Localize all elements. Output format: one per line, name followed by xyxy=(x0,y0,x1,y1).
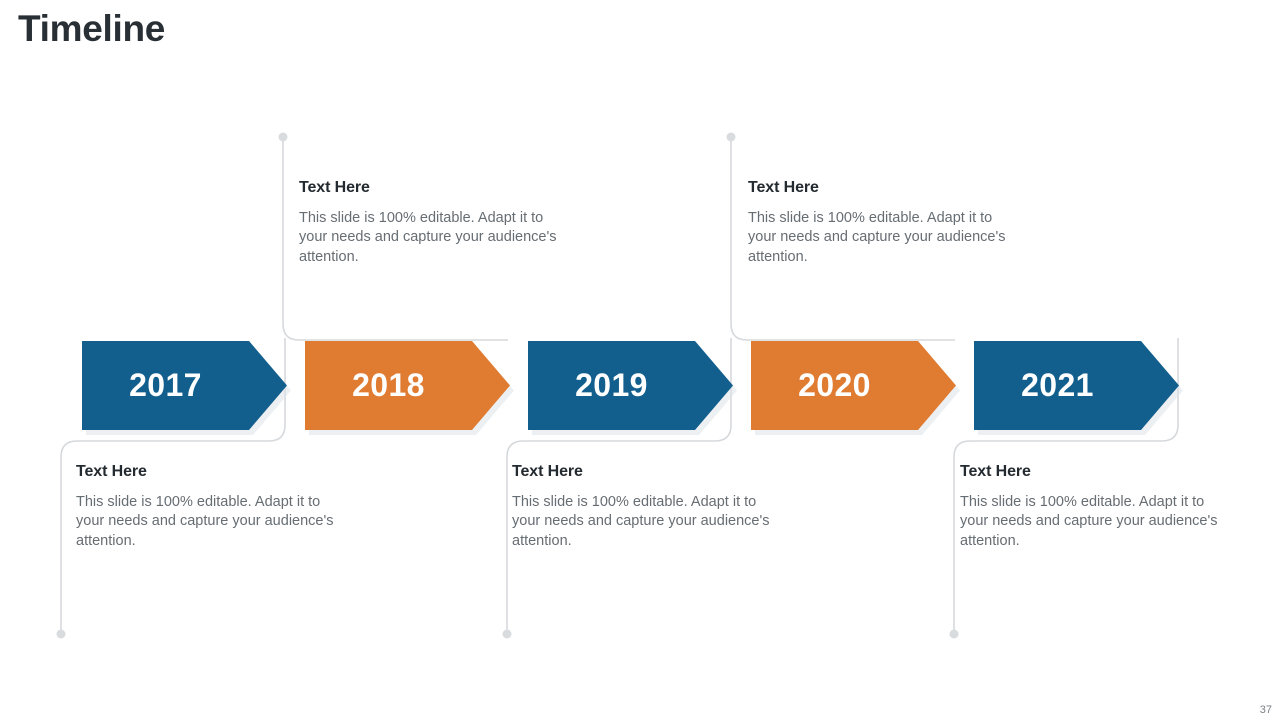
arrow-year-2018: 2018 xyxy=(352,367,425,403)
milestone-text-2017: Text Here This slide is 100% editable. A… xyxy=(76,463,338,552)
milestone-body-2019: This slide is 100% editable. Adapt it to… xyxy=(512,493,770,550)
arrow-body-2018 xyxy=(305,341,510,430)
milestone-title-2020: Text Here xyxy=(748,179,819,196)
milestone-body-2021: This slide is 100% editable. Adapt it to… xyxy=(960,493,1218,550)
arrow-body-2020 xyxy=(751,341,956,430)
connector-dot-2020 xyxy=(726,132,736,142)
connector-dot-2021 xyxy=(949,629,959,639)
timeline-arrow-2019[interactable]: 2019 xyxy=(528,341,733,430)
connector-dot-2017 xyxy=(56,629,66,639)
arrow-year-2021: 2021 xyxy=(1021,367,1094,403)
milestone-body-2017: This slide is 100% editable. Adapt it to… xyxy=(76,493,334,550)
connector-dot-2019 xyxy=(502,629,512,639)
milestone-body-2018: This slide is 100% editable. Adapt it to… xyxy=(299,209,557,266)
milestone-title-2019: Text Here xyxy=(512,463,583,480)
milestone-body-2020: This slide is 100% editable. Adapt it to… xyxy=(748,209,1006,266)
milestone-title-2017: Text Here xyxy=(76,463,147,480)
arrow-body-2021 xyxy=(974,341,1179,430)
timeline-arrow-2018[interactable]: 2018 xyxy=(305,341,510,430)
connector-dot-2018 xyxy=(278,132,288,142)
arrow-body-2017 xyxy=(82,341,287,430)
milestone-text-2020: Text Here This slide is 100% editable. A… xyxy=(748,179,1010,268)
timeline-arrow-2017[interactable]: 2017 xyxy=(82,341,287,430)
arrow-body-2019 xyxy=(528,341,733,430)
milestone-text-2018: Text Here This slide is 100% editable. A… xyxy=(299,179,561,268)
page-title: Timeline xyxy=(18,8,166,49)
milestone-title-2021: Text Here xyxy=(960,463,1031,480)
milestone-title-2018: Text Here xyxy=(299,179,370,196)
arrow-year-2017: 2017 xyxy=(129,367,202,403)
arrow-year-2019: 2019 xyxy=(575,367,648,403)
timeline-arrow-2020[interactable]: 2020 xyxy=(751,341,956,430)
milestone-text-2019: Text Here This slide is 100% editable. A… xyxy=(512,463,774,552)
page-number: 37 xyxy=(1259,704,1272,716)
timeline-arrow-band: 2017 2018 2019 2020 2021 xyxy=(0,341,1280,433)
milestone-text-2021: Text Here This slide is 100% editable. A… xyxy=(960,463,1222,552)
arrow-year-2020: 2020 xyxy=(798,367,871,403)
timeline-arrow-2021[interactable]: 2021 xyxy=(974,341,1179,430)
